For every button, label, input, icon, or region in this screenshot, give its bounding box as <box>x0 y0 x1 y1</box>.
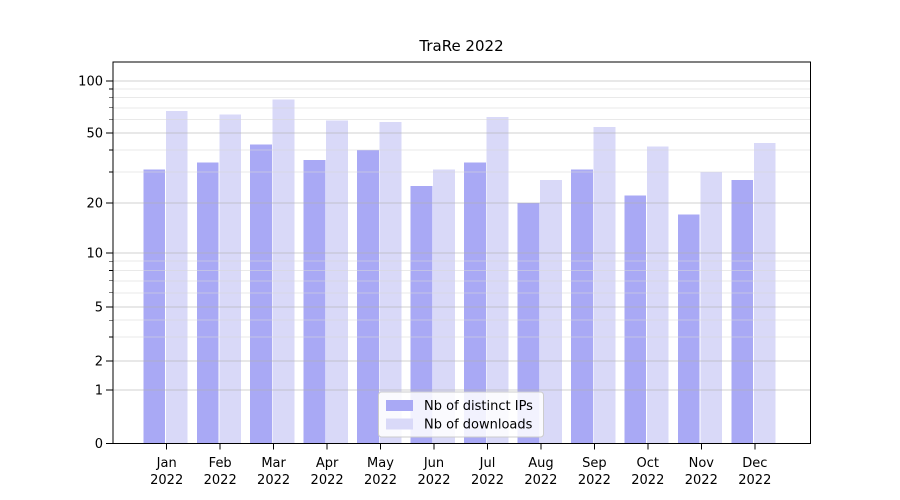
bar-nb-of-downloads-may <box>379 121 402 444</box>
legend-swatch-downloads <box>386 418 413 430</box>
legend-label-downloads: Nb of downloads <box>424 418 533 433</box>
y-tick-label-100: 100 <box>78 75 103 90</box>
y-tick-label-0: 0 <box>95 437 103 452</box>
y-tick-label-2: 2 <box>95 355 103 370</box>
bar-nb-of-downloads-oct <box>646 146 669 444</box>
x-tick-label-feb: Feb <box>209 456 232 471</box>
bar-nb-of-distinct-ips-may <box>357 150 379 444</box>
bar-nb-of-downloads-apr <box>326 120 348 444</box>
x-tick-label-mar-year: 2022 <box>257 473 290 488</box>
bar-nb-of-distinct-ips-nov <box>677 214 700 444</box>
x-tick-label-jan: Jan <box>156 456 177 471</box>
x-tick-label-apr: Apr <box>316 456 339 471</box>
y-tick-label-50: 50 <box>86 127 103 142</box>
bar-nb-of-distinct-ips-dec <box>731 180 754 444</box>
y-tick-label-10: 10 <box>86 247 103 262</box>
legend: Nb of distinct IPs Nb of downloads <box>378 391 544 438</box>
x-tick-label-jun: Jun <box>423 456 444 471</box>
legend-box <box>378 391 544 438</box>
x-tick-label-dec: Dec <box>742 456 767 471</box>
bar-nb-of-downloads-nov <box>700 172 723 444</box>
bar-nb-of-distinct-ips-jun <box>410 186 433 444</box>
chart-title: TraRe 2022 <box>418 37 503 55</box>
y-tick-label-5: 5 <box>95 301 103 316</box>
bar-nb-of-downloads-sep <box>593 127 616 444</box>
legend-swatch-distinct-ips <box>386 400 413 411</box>
axis-ticks: 1005020105210Jan2022Feb2022Mar2022Apr202… <box>78 75 771 489</box>
bar-nb-of-downloads-jan <box>165 111 188 444</box>
bar-nb-of-downloads-mar <box>272 99 295 444</box>
x-tick-label-mar: Mar <box>261 456 286 471</box>
x-tick-label-aug: Aug <box>528 456 553 471</box>
bar-nb-of-distinct-ips-apr <box>303 160 326 444</box>
x-tick-label-oct-year: 2022 <box>631 473 664 488</box>
x-tick-label-sep-year: 2022 <box>578 473 611 488</box>
bar-nb-of-distinct-ips-oct <box>624 195 647 444</box>
bar-nb-of-distinct-ips-feb <box>196 162 219 444</box>
bar-nb-of-distinct-ips-mar <box>250 144 272 444</box>
x-tick-label-jul: Jul <box>479 456 496 471</box>
legend-label-distinct-ips: Nb of distinct IPs <box>424 399 533 414</box>
x-tick-label-jun-year: 2022 <box>417 473 450 488</box>
x-tick-label-feb-year: 2022 <box>204 473 237 488</box>
x-tick-label-may-year: 2022 <box>364 473 397 488</box>
x-tick-label-nov: Nov <box>689 456 715 471</box>
x-tick-label-jan-year: 2022 <box>150 473 183 488</box>
bar-nb-of-downloads-feb <box>219 114 242 444</box>
y-tick-label-20: 20 <box>86 197 103 212</box>
x-tick-label-may: May <box>367 456 394 471</box>
x-tick-label-aug-year: 2022 <box>524 473 557 488</box>
x-tick-label-apr-year: 2022 <box>311 473 344 488</box>
bar-nb-of-distinct-ips-aug <box>517 203 540 444</box>
x-tick-label-dec-year: 2022 <box>738 473 771 488</box>
x-tick-label-jul-year: 2022 <box>471 473 504 488</box>
bar-nb-of-downloads-aug <box>540 180 562 444</box>
y-tick-label-1: 1 <box>95 384 103 399</box>
bar-nb-of-distinct-ips-jul <box>464 162 486 444</box>
x-tick-label-sep: Sep <box>582 456 607 471</box>
gridlines <box>113 80 811 391</box>
x-tick-label-nov-year: 2022 <box>685 473 718 488</box>
x-tick-label-oct: Oct <box>637 456 659 471</box>
bar-nb-of-downloads-jul <box>486 116 509 444</box>
